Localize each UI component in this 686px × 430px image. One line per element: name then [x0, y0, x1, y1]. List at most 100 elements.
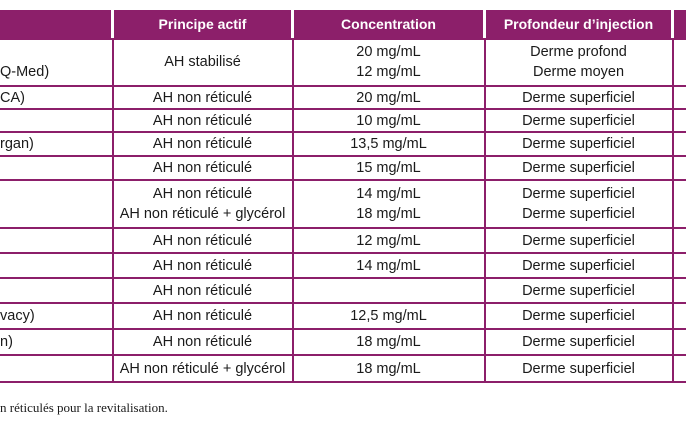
cell-text: n): [0, 334, 13, 350]
product-cell: [0, 180, 111, 228]
cell-text: [0, 204, 4, 224]
header-product: [0, 10, 111, 38]
cell-text: AH non réticulé: [152, 89, 253, 106]
row-divider: [0, 155, 686, 157]
concentration-cell: 12 mg/mL: [294, 228, 483, 253]
row-divider: [0, 179, 686, 181]
column-divider: [484, 38, 486, 382]
row-divider: [0, 302, 686, 304]
cell-text: [0, 184, 4, 204]
header-active-ingredient: Principe actif: [114, 10, 291, 38]
cell-text: [0, 256, 4, 276]
cell-text: 20 mg/mL: [356, 44, 421, 60]
product-cell: [0, 228, 111, 253]
cell-text: Derme superficiel: [522, 89, 635, 106]
depth-cell: Derme superficiel: [486, 228, 671, 253]
cell-text: AH non réticulé: [152, 282, 253, 299]
row-divider: [0, 381, 686, 383]
product-cell: CA): [0, 86, 111, 109]
depth-cell: Derme superficiel: [486, 278, 671, 303]
cell-text: AH non réticulé: [152, 160, 253, 176]
active-ingredient-cell: AH non réticulé: [114, 329, 291, 355]
cell-text: rgan): [0, 136, 34, 152]
row-divider: [0, 131, 686, 133]
cell-text: Derme superficiel: [522, 257, 635, 274]
cell-text: Derme profond: [530, 44, 627, 60]
cell-text: [0, 281, 4, 301]
cell-text: 18 mg/mL: [356, 360, 421, 377]
row-divider: [0, 227, 686, 229]
product-cell: [0, 109, 111, 132]
depth-cell: Derme superficiel: [486, 355, 671, 382]
cell-text: Derme superficiel: [522, 186, 635, 202]
concentration-cell: 13,5 mg/mL: [294, 132, 483, 156]
concentration-cell: 20 mg/mL 12 mg/mL: [294, 38, 483, 86]
cell-text: AH non réticulé: [152, 112, 253, 129]
row-divider: [0, 108, 686, 110]
active-ingredient-cell: AH non réticulé: [114, 303, 291, 329]
cell-text: Derme superficiel: [522, 282, 635, 299]
cell-text: 20 mg/mL: [356, 89, 421, 106]
row-divider: [0, 85, 686, 87]
table-footnote: n réticulés pour la revitalisation.: [0, 400, 168, 415]
cell-text: [0, 111, 4, 131]
cell-text: [386, 281, 390, 301]
cell-text: 12 mg/mL: [356, 64, 421, 80]
concentration-cell: [294, 278, 483, 303]
cell-text: Derme superficiel: [522, 360, 635, 377]
row-divider: [0, 277, 686, 279]
cell-text: Derme superficiel: [522, 160, 635, 176]
concentration-cell: 18 mg/mL: [294, 355, 483, 382]
cell-text: Derme superficiel: [522, 136, 635, 152]
cell-text: AH non réticulé: [152, 308, 253, 324]
header-concentration: Concentration: [294, 10, 483, 38]
row-divider: [0, 354, 686, 356]
active-ingredient-cell: AH non réticulé: [114, 278, 291, 303]
cell-text: 18 mg/mL: [356, 206, 421, 222]
cell-text: AH non réticulé + glycérol: [119, 206, 286, 222]
cell-text: 13,5 mg/mL: [350, 136, 427, 152]
header-extra: [674, 10, 686, 38]
concentration-cell: 20 mg/mL: [294, 86, 483, 109]
cell-text: CA): [0, 89, 25, 106]
depth-cell: Derme superficiel: [486, 156, 671, 180]
cell-text: Derme superficiel: [522, 112, 635, 129]
active-ingredient-cell: AH non réticulé AH non réticulé + glycéro…: [114, 180, 291, 228]
cell-text: 12,5 mg/mL: [350, 308, 427, 324]
cell-text: [0, 42, 4, 62]
depth-cell: Derme superficiel: [486, 86, 671, 109]
concentration-cell: 14 mg/mL 18 mg/mL: [294, 180, 483, 228]
product-cell: Q-Med): [0, 38, 111, 86]
depth-cell: Derme superficiel: [486, 329, 671, 355]
cell-text: AH non réticulé: [152, 186, 253, 202]
concentration-cell: 12,5 mg/mL: [294, 303, 483, 329]
column-divider: [672, 38, 674, 382]
cell-text: AH non réticulé + glycérol: [119, 360, 286, 377]
active-ingredient-cell: AH non réticulé: [114, 228, 291, 253]
column-divider: [292, 38, 294, 382]
cell-text: [0, 231, 4, 251]
cell-text: 10 mg/mL: [356, 112, 421, 129]
product-cell: [0, 253, 111, 278]
cell-text: 15 mg/mL: [356, 160, 421, 176]
depth-cell: Derme superficiel: [486, 253, 671, 278]
cell-text: Derme superficiel: [522, 334, 635, 350]
depth-cell: Derme superficiel: [486, 303, 671, 329]
cell-text: 14 mg/mL: [356, 257, 421, 274]
depth-cell: Derme superficiel: [486, 132, 671, 156]
row-divider: [0, 328, 686, 330]
active-ingredient-cell: AH non réticulé: [114, 86, 291, 109]
concentration-cell: 14 mg/mL: [294, 253, 483, 278]
column-divider: [112, 38, 114, 382]
cell-text: vacy): [0, 308, 35, 324]
active-ingredient-cell: AH stabilisé: [114, 38, 291, 86]
active-ingredient-cell: AH non réticulé: [114, 132, 291, 156]
concentration-cell: 10 mg/mL: [294, 109, 483, 132]
product-cell: [0, 278, 111, 303]
header-injection-depth: Profondeur d’injection: [486, 10, 671, 38]
cell-text: 12 mg/mL: [356, 232, 421, 249]
cell-text: Derme superficiel: [522, 206, 635, 222]
active-ingredient-cell: AH non réticulé: [114, 109, 291, 132]
active-ingredient-cell: AH non réticulé: [114, 253, 291, 278]
cell-text: Derme superficiel: [522, 308, 635, 324]
